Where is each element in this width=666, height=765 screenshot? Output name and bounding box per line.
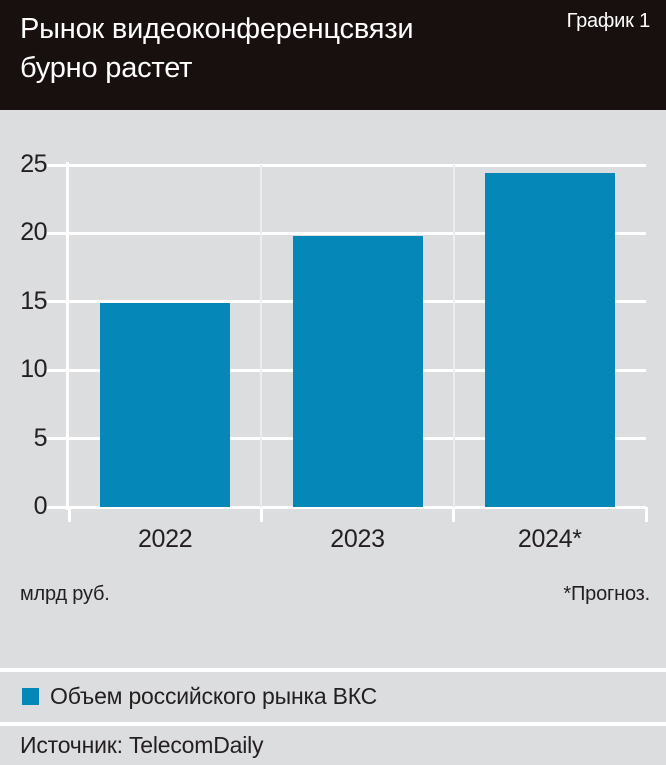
x-tick-1 bbox=[259, 507, 263, 522]
forecast-note: *Прогноз. bbox=[563, 583, 650, 605]
bar-2024*[interactable] bbox=[484, 173, 615, 507]
chart-number-badge: График 1 bbox=[566, 10, 651, 32]
gridline-0 bbox=[69, 505, 646, 509]
y-tick-25 bbox=[47, 163, 69, 167]
page-title: Рынок видеоконференцсвязи бурно растет bbox=[20, 13, 414, 84]
x-tick-label-2023: 2023 bbox=[330, 525, 385, 553]
x-tick-label-2024*: 2024* bbox=[517, 525, 582, 553]
legend-item-label: Объем российского рынка ВКС bbox=[50, 683, 378, 709]
vertical-gridline-1 bbox=[260, 165, 263, 507]
y-axis-line bbox=[66, 162, 69, 510]
divider-bottom bbox=[0, 722, 666, 726]
bar-2023[interactable] bbox=[292, 236, 423, 507]
x-tick-label-2022: 2022 bbox=[137, 525, 193, 553]
y-tick-15 bbox=[47, 300, 69, 304]
y-tick-20 bbox=[47, 231, 69, 235]
chart-area: 0 5 10 15 20 25 2022 2023 2024* млрд руб. *Прог… bbox=[0, 110, 666, 668]
chart-header: Рынок видеоконференцсвязи бурно растет Г… bbox=[0, 0, 666, 110]
y-tick-label-5: 5 bbox=[33, 423, 48, 452]
gridline-20 bbox=[69, 231, 646, 235]
y-tick-label-10: 10 bbox=[20, 355, 47, 384]
y-axis-labels: 0 5 10 15 20 25 bbox=[0, 110, 48, 519]
y-tick-label-15: 15 bbox=[20, 286, 47, 315]
x-tick-0 bbox=[67, 507, 71, 522]
x-tick-3 bbox=[644, 507, 648, 522]
plot-region bbox=[69, 163, 646, 509]
y-tick-5 bbox=[47, 437, 69, 441]
chart-legend: Объем российского рынка ВКС bbox=[0, 672, 666, 722]
y-tick-10 bbox=[47, 368, 69, 372]
vertical-gridline-2 bbox=[452, 165, 455, 507]
y-tick-label-25: 25 bbox=[20, 150, 47, 178]
x-tick-2 bbox=[452, 507, 456, 522]
y-tick-label-20: 20 bbox=[20, 218, 47, 247]
y-tick-0 bbox=[47, 505, 69, 509]
divider-top bbox=[0, 668, 666, 672]
source-note: Источник: TelecomDaily bbox=[20, 732, 264, 758]
units-note: млрд руб. bbox=[20, 583, 110, 605]
gridline-25 bbox=[69, 163, 646, 167]
y-tick-label-0: 0 bbox=[33, 492, 48, 520]
legend-swatch-icon bbox=[22, 688, 39, 705]
bar-2022[interactable] bbox=[100, 303, 231, 507]
